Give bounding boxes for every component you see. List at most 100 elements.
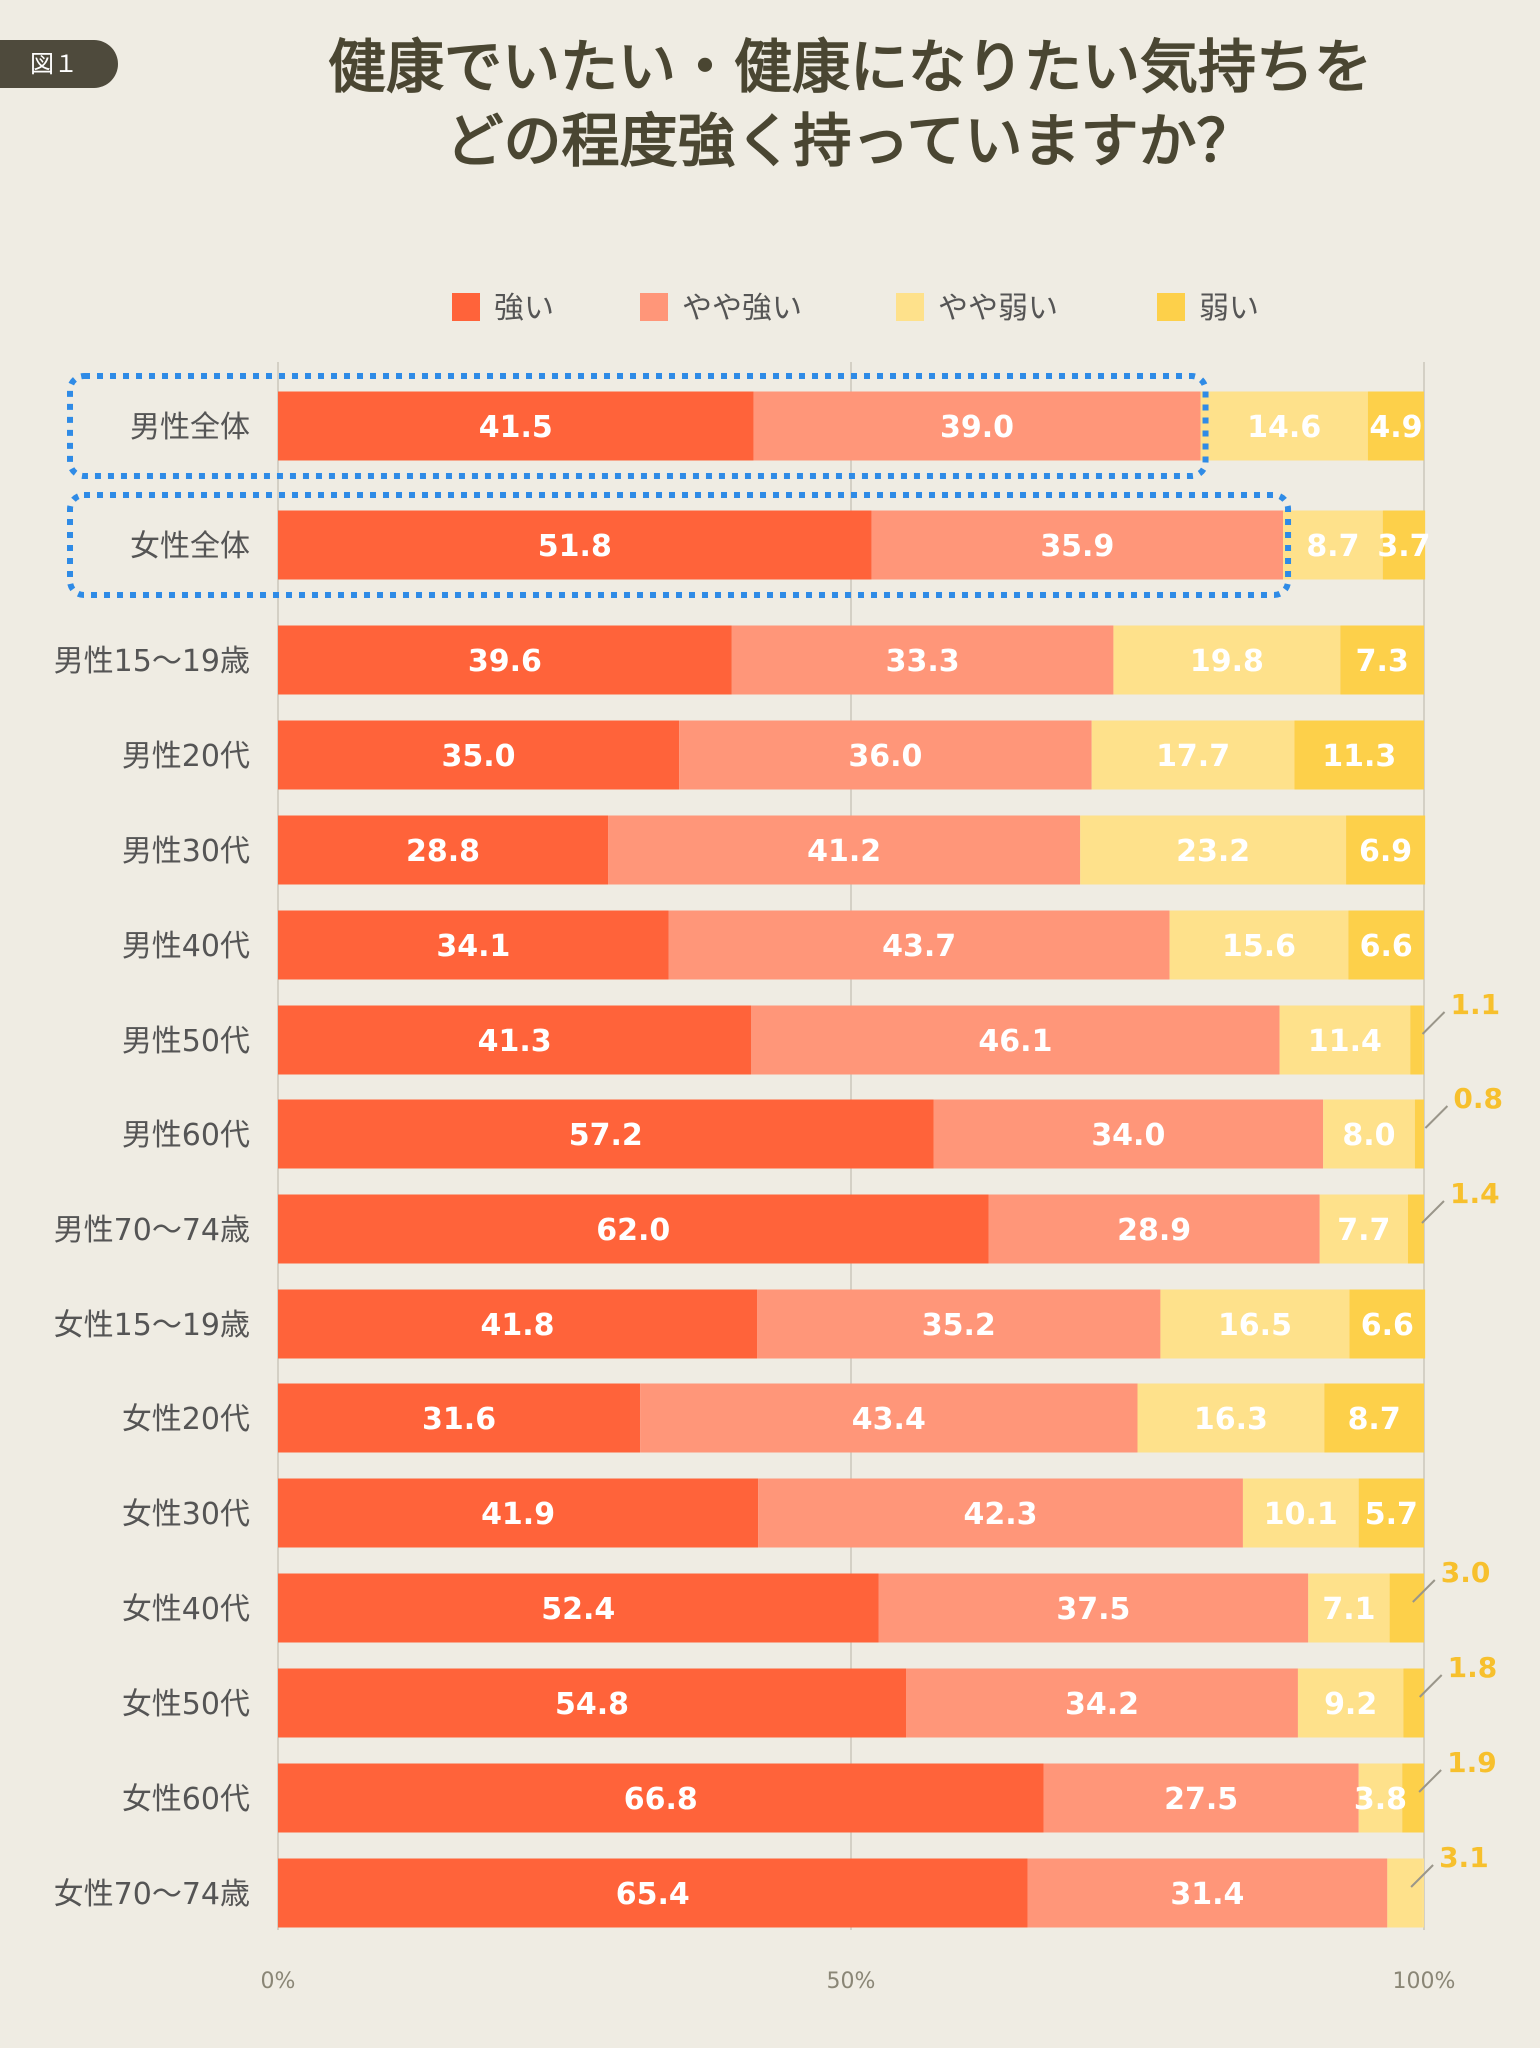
bar-segment <box>988 1194 1320 1264</box>
bar-segment <box>758 1478 1243 1548</box>
bar-value-label: 54.8 <box>555 1687 629 1722</box>
bar-value-label: 65.4 <box>616 1877 690 1912</box>
bar-segment <box>1242 1478 1359 1548</box>
bar-segment <box>1340 625 1424 695</box>
bar-value-label: 6.6 <box>1361 1308 1414 1343</box>
bar-value-label: 33.3 <box>886 644 960 679</box>
bar-value-label: 46.1 <box>978 1024 1052 1059</box>
bar-segment <box>1279 1005 1411 1075</box>
bar-segment <box>278 1668 907 1738</box>
bar-segment <box>731 625 1114 695</box>
bar-value-label: 27.5 <box>1164 1782 1238 1817</box>
bar-segment <box>1358 1763 1403 1833</box>
legend-swatch <box>1157 293 1185 321</box>
bar-segment <box>278 910 669 980</box>
category-label: 男性40代 <box>122 929 250 964</box>
bar-segment <box>1080 815 1347 885</box>
category-label: 女性60代 <box>122 1782 250 1817</box>
bar-segment <box>1043 1763 1359 1833</box>
bar-segment <box>1323 1099 1415 1169</box>
bar-value-label: 31.4 <box>1170 1877 1244 1912</box>
bar-segment <box>751 1005 1280 1075</box>
figure-label: 図１ <box>0 40 118 88</box>
bar-segment <box>1403 1668 1424 1738</box>
bar-segment <box>278 815 609 885</box>
bar-segment <box>278 1763 1044 1833</box>
bar-value-label: 28.8 <box>406 834 480 869</box>
chart-title-line1: 健康でいたい・健康になりたい気持ちを <box>327 33 1372 101</box>
bar-segment <box>278 1478 759 1548</box>
bar-segment <box>1414 1099 1424 1169</box>
bar-segment <box>1402 1763 1424 1833</box>
bar-segment <box>1308 1573 1390 1643</box>
bar-segment <box>1113 625 1341 695</box>
bar-value-label: 52.4 <box>541 1592 615 1627</box>
bar-value-label: 41.8 <box>480 1308 554 1343</box>
category-label: 男性70〜74歳 <box>54 1213 250 1248</box>
category-label: 男性30代 <box>122 834 250 869</box>
bar-segment <box>1294 720 1424 790</box>
bar-segment <box>1407 1194 1424 1264</box>
bar-value-label: 7.1 <box>1322 1592 1375 1627</box>
bar-segment <box>278 510 872 580</box>
x-tick-label: 0% <box>261 1969 296 1994</box>
bar-segment <box>608 815 1081 885</box>
bar-segment <box>1348 910 1424 980</box>
category-label: 男性60代 <box>122 1118 250 1153</box>
legend-swatch <box>640 293 668 321</box>
bar-segment <box>1410 1005 1423 1075</box>
bar-value-label: 0.8 <box>1453 1082 1503 1115</box>
category-label: 男性全体 <box>130 410 250 445</box>
bar-value-label: 34.0 <box>1091 1118 1165 1153</box>
bar-segment <box>679 720 1092 790</box>
bar-segment <box>1137 1383 1325 1453</box>
bar-value-label: 8.7 <box>1306 529 1359 564</box>
leader-line <box>1410 1864 1434 1888</box>
bar-value-label: 39.6 <box>468 644 542 679</box>
x-tick-label: 50% <box>827 1969 876 1994</box>
bar-value-label: 43.4 <box>852 1402 926 1437</box>
bar-segment <box>1319 1194 1408 1264</box>
bar-value-label: 28.9 <box>1117 1213 1191 1248</box>
bar-value-label: 23.2 <box>1176 834 1250 869</box>
bar-value-label: 16.3 <box>1194 1402 1268 1437</box>
bar-segment <box>278 625 732 695</box>
category-label: 女性20代 <box>122 1402 250 1437</box>
bar-segment <box>278 1005 752 1075</box>
bar-value-label: 1.8 <box>1448 1651 1498 1684</box>
bar-value-label: 43.7 <box>882 929 956 964</box>
bar-segment <box>278 1289 758 1359</box>
bar-segment <box>1160 1289 1350 1359</box>
bar-segment <box>278 391 754 461</box>
bar-segment <box>1422 1858 1424 1928</box>
bar-value-label: 41.9 <box>481 1497 555 1532</box>
bar-segment <box>1382 510 1426 580</box>
legend-swatch <box>896 293 924 321</box>
bar-value-label: 41.2 <box>807 834 881 869</box>
bar-segment <box>1297 1668 1404 1738</box>
bar-segment <box>1358 1478 1424 1548</box>
legend-label: 弱い <box>1199 291 1259 326</box>
bar-value-label: 34.2 <box>1065 1687 1139 1722</box>
bar-value-label: 5.7 <box>1365 1497 1418 1532</box>
x-tick-label: 100% <box>1393 1969 1456 1994</box>
category-label: 女性15〜19歳 <box>54 1308 250 1343</box>
bar-segment <box>278 1573 879 1643</box>
bar-segment <box>1283 510 1383 580</box>
bar-value-label: 37.5 <box>1056 1592 1130 1627</box>
bar-value-label: 11.3 <box>1322 739 1396 774</box>
bar-segment <box>1349 1289 1426 1359</box>
bar-value-label: 51.8 <box>538 529 612 564</box>
bar-value-label: 3.0 <box>1441 1556 1491 1589</box>
bar-segment <box>668 910 1170 980</box>
category-label: 男性50代 <box>122 1024 250 1059</box>
bar-segment <box>1324 1383 1424 1453</box>
bar-segment <box>278 1383 641 1453</box>
bar-value-label: 41.5 <box>479 410 553 445</box>
bar-segment <box>1169 910 1349 980</box>
category-label: 女性40代 <box>122 1592 250 1627</box>
bar-segment <box>757 1289 1161 1359</box>
bar-segment <box>1389 1573 1424 1643</box>
bar-value-label: 1.4 <box>1450 1177 1500 1210</box>
bar-value-label: 35.9 <box>1040 529 1114 564</box>
